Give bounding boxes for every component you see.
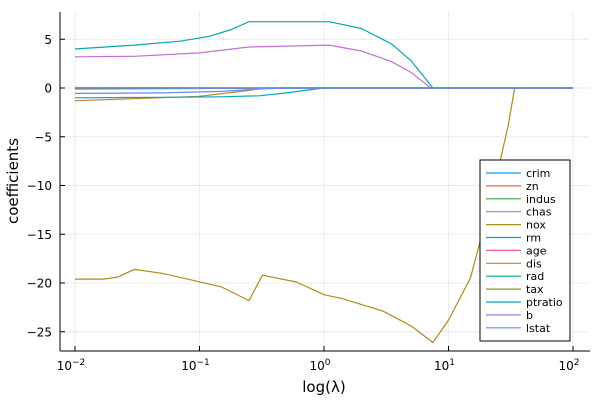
- legend-label-indus: indus: [526, 193, 556, 206]
- series-line-rm: [74, 21, 573, 89]
- legend-label-tax: tax: [526, 283, 544, 296]
- y-tick-label: 0: [44, 82, 52, 96]
- x-tick-label: 102: [558, 358, 579, 373]
- legend-label-zn: zn: [526, 180, 539, 193]
- x-axis-label: log(λ): [302, 378, 345, 396]
- y-tick-label: −25: [27, 325, 52, 339]
- series-line-chas: [74, 44, 573, 89]
- y-tick-label: −5: [34, 130, 52, 144]
- y-axis-ticks: 5 0 −5 −10 −15 −20 −25: [27, 33, 65, 339]
- y-axis-label: coefficients: [4, 138, 22, 224]
- legend-label-b: b: [526, 309, 533, 322]
- y-tick-label: −20: [27, 277, 52, 291]
- series-line-lstat: [74, 87, 573, 94]
- series-lines: [74, 21, 573, 344]
- legend-label-chas: chas: [526, 206, 552, 219]
- x-tick-label: 10−1: [181, 358, 210, 373]
- legend-label-ptratio: ptratio: [526, 296, 563, 309]
- x-tick-label: 100: [309, 358, 330, 373]
- legend-label-rad: rad: [526, 270, 544, 283]
- y-tick-label: 5: [44, 33, 52, 47]
- legend-label-nox: nox: [526, 219, 546, 232]
- y-tick-label: −15: [27, 228, 52, 242]
- x-tick-label: 10−2: [57, 358, 86, 373]
- legend-label-crim: crim: [526, 167, 550, 180]
- legend-label-rm: rm: [526, 232, 541, 245]
- legend: crimzninduschasnoxrmagedisradtaxptratiob…: [479, 159, 571, 342]
- legend-label-lstat: lstat: [526, 322, 551, 335]
- legend-label-dis: dis: [526, 257, 542, 270]
- x-tick-label: 101: [434, 358, 455, 373]
- y-tick-label: −10: [27, 179, 52, 193]
- legend-label-age: age: [526, 244, 547, 257]
- x-axis-ticks: 10−2 10−1 100 101 102: [57, 346, 580, 373]
